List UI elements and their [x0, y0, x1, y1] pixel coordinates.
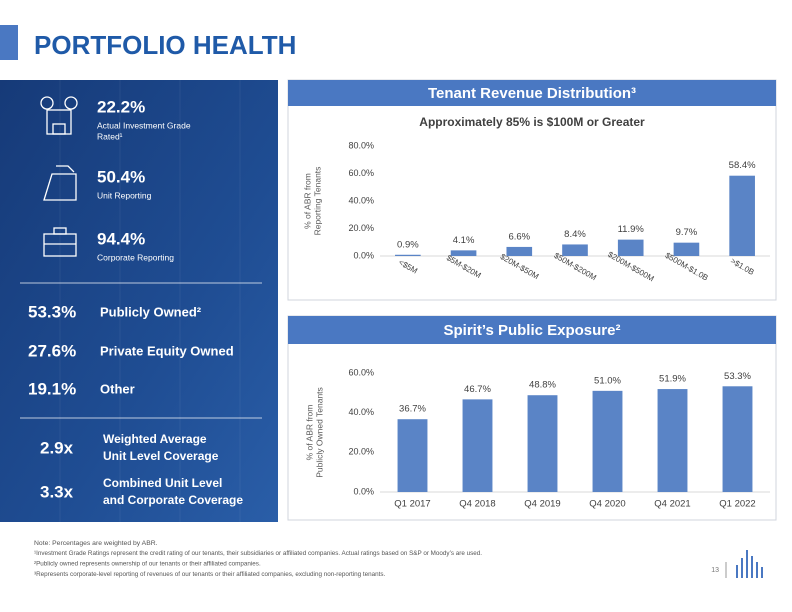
chart-subtitle: Approximately 85% is $100M or Greater	[419, 115, 645, 129]
value-label: 36.7%	[399, 404, 426, 415]
coverage-label: and Corporate Coverage	[103, 493, 243, 507]
metric-value: 50.4%	[97, 167, 145, 186]
value-label: 46.7%	[464, 384, 491, 395]
coverage-label: Weighted Average	[103, 432, 207, 446]
ownership-label: Other	[100, 381, 135, 396]
x-tick-label: Q1 2022	[719, 499, 755, 510]
ownership-label: Publicly Owned²	[100, 304, 202, 319]
y-tick-label: 0.0%	[353, 486, 374, 496]
y-axis-label: % of ABR from	[302, 173, 312, 229]
ownership-value: 19.1%	[28, 379, 76, 398]
page-title: PORTFOLIO HEALTH	[34, 30, 296, 60]
y-tick-label: 40.0%	[348, 407, 374, 417]
metric-label: Actual Investment Grade	[97, 120, 191, 130]
x-tick-label: Q4 2020	[589, 499, 625, 510]
x-tick-label: Q1 2017	[394, 499, 430, 510]
footnote: ³Represents corporate-level reporting of…	[34, 571, 386, 578]
coverage-label: Unit Level Coverage	[103, 449, 219, 463]
y-tick-label: 60.0%	[348, 367, 374, 377]
y-axis-label: Reporting Tenants	[312, 167, 322, 236]
bar	[506, 246, 533, 256]
y-tick-label: 20.0%	[348, 223, 374, 233]
bar	[617, 239, 644, 256]
coverage-label: Combined Unit Level	[103, 476, 222, 490]
y-tick-label: 0.0%	[353, 250, 374, 260]
value-label: 48.8%	[529, 380, 556, 391]
value-label: 51.0%	[594, 375, 621, 386]
footnote: ¹Investment Grade Ratings represent the …	[34, 550, 482, 557]
metric-label: Unit Reporting	[97, 190, 152, 200]
value-label: 4.1%	[453, 235, 475, 246]
icon-rating	[40, 96, 78, 135]
bar	[729, 175, 755, 256]
coverage-value: 2.9x	[40, 438, 74, 457]
bar	[395, 254, 421, 256]
coverage-value: 3.3x	[40, 482, 74, 501]
value-label: 8.4%	[564, 229, 586, 240]
value-label: 51.9%	[659, 374, 686, 385]
value-label: 0.9%	[397, 239, 419, 250]
sidebar-panel	[0, 80, 278, 522]
ownership-value: 53.3%	[28, 302, 76, 321]
y-tick-label: 20.0%	[348, 447, 374, 457]
y-tick-label: 80.0%	[348, 140, 374, 150]
y-axis-label: % of ABR from	[304, 405, 314, 461]
x-tick-label: Q4 2019	[524, 499, 560, 510]
chart-title: Tenant Revenue Distribution³	[428, 85, 636, 102]
ownership-label: Private Equity Owned	[100, 343, 234, 358]
metric-label: Rated¹	[97, 131, 123, 141]
bar	[462, 399, 493, 492]
chart-title: Spirit’s Public Exposure²	[444, 322, 621, 339]
panel-texture	[59, 80, 241, 522]
y-tick-label: 60.0%	[348, 168, 374, 178]
bar	[562, 244, 588, 256]
value-label: 53.3%	[724, 371, 751, 382]
metric-value: 94.4%	[97, 229, 145, 248]
logo	[736, 550, 763, 578]
title-accent	[0, 25, 18, 60]
metric-label: Corporate Reporting	[97, 252, 174, 262]
footnote: ²Publicly owned represents ownership of …	[34, 561, 261, 568]
value-label: 11.9%	[618, 224, 645, 235]
page-number: 13	[711, 567, 719, 574]
chart-header	[288, 316, 776, 344]
bar	[592, 390, 623, 492]
bar	[722, 386, 753, 492]
value-label: 9.7%	[676, 227, 698, 238]
x-tick-label: Q4 2021	[654, 499, 690, 510]
bar	[527, 395, 558, 492]
bar	[397, 419, 428, 492]
chart-panel	[287, 79, 777, 301]
value-label: 58.4%	[729, 160, 756, 171]
icon-folder	[43, 165, 77, 201]
bar	[450, 250, 477, 256]
metric-value: 22.2%	[97, 97, 145, 116]
value-label: 6.6%	[508, 231, 530, 242]
bar	[673, 242, 700, 256]
y-tick-label: 40.0%	[348, 195, 374, 205]
y-axis-label: Publicly Owned Tenants	[314, 387, 324, 478]
icon-briefcase	[43, 227, 77, 257]
ownership-value: 27.6%	[28, 341, 76, 360]
footnote: Note: Percentages are weighted by ABR.	[34, 540, 158, 547]
x-tick-label: Q4 2018	[459, 499, 495, 510]
chart-header	[288, 80, 776, 106]
bar	[657, 389, 688, 492]
